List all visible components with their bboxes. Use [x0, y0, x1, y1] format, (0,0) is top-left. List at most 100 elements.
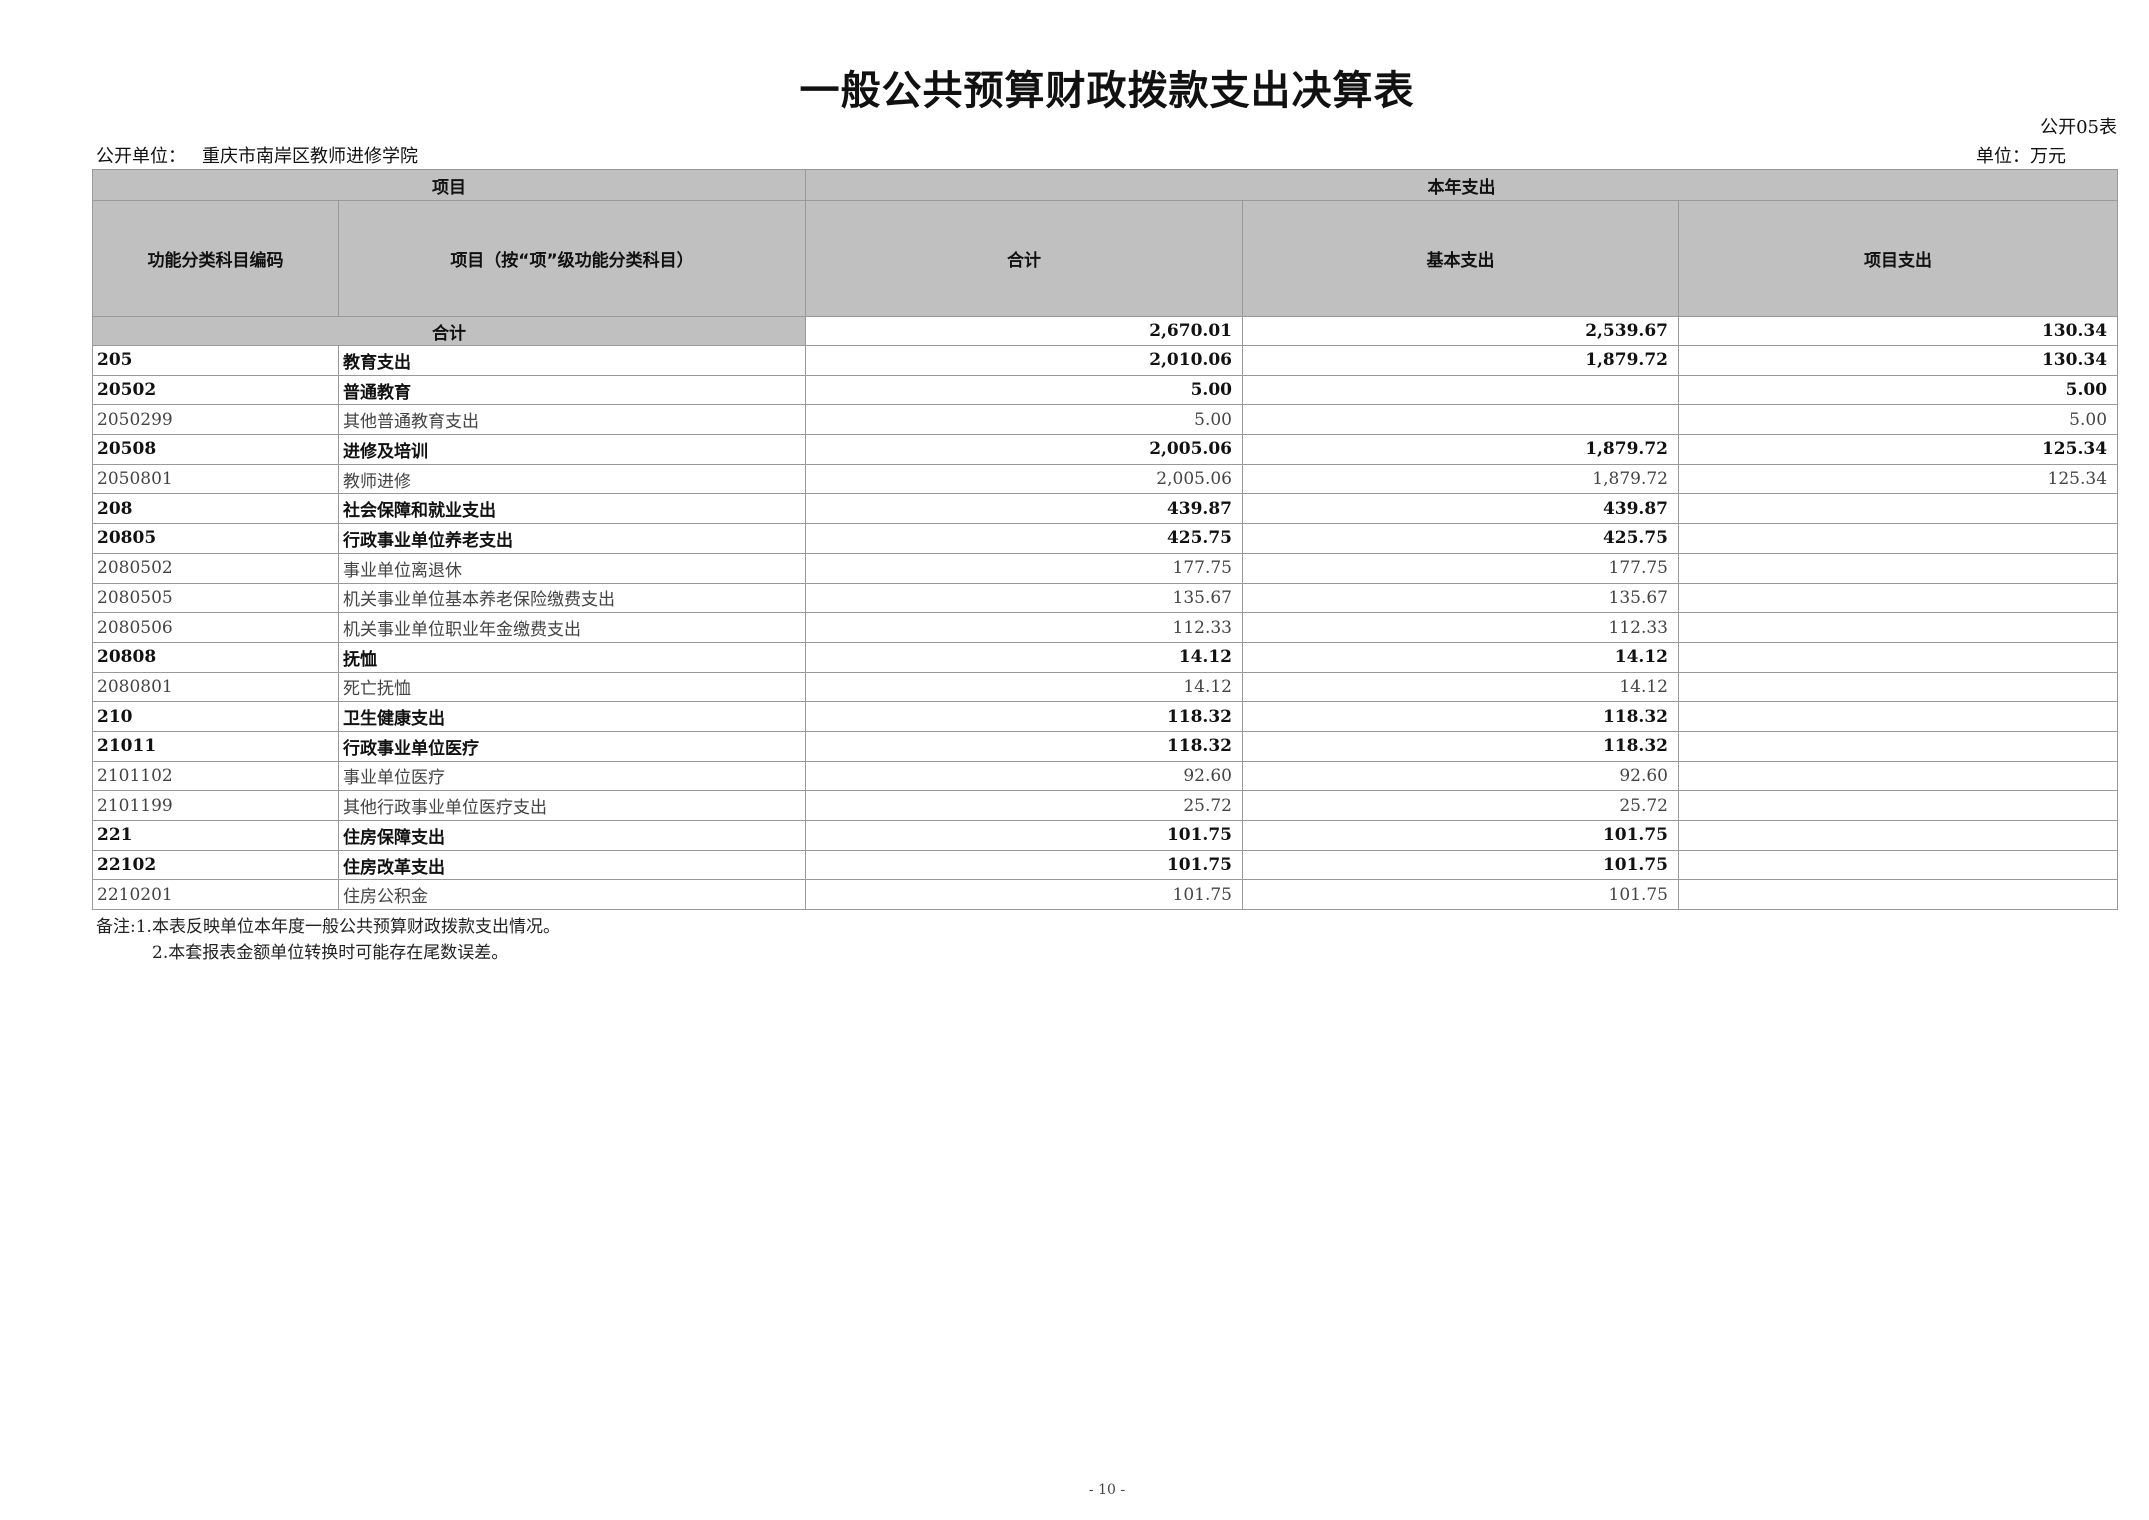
- cell-code: 2050299: [92, 404, 339, 436]
- table-row: 221 住房保障支出 101.75 101.75: [92, 820, 2119, 851]
- table-row: 20508 进修及培训 2,005.06 1,879.72 125.34: [92, 434, 2119, 465]
- cell-name: 普通教育: [338, 374, 806, 406]
- cell-project: [1677, 671, 2119, 703]
- cell-basic: 135.67: [1242, 582, 1679, 614]
- reporting-unit-name: 重庆市南岸区教师进修学院: [202, 146, 418, 167]
- form-number: 公开05表: [2040, 117, 2117, 138]
- cell-name: 住房公积金: [338, 879, 806, 911]
- cell-code: 221: [92, 820, 339, 851]
- notes: 备注:1.本表反映单位本年度一般公共预算财政拨款支出情况。 2.本套报表金额单位…: [96, 914, 560, 966]
- cell-name: 其他普通教育支出: [338, 404, 806, 436]
- cell-name: 社会保障和就业支出: [338, 493, 806, 525]
- cell-name: 卫生健康支出: [338, 701, 806, 732]
- note-2: 2.本套报表金额单位转换时可能存在尾数误差。: [152, 943, 509, 963]
- reporting-unit-label: 公开单位：: [96, 146, 186, 167]
- cell-project: [1677, 879, 2119, 911]
- cell-project: [1677, 523, 2119, 554]
- cell-code: 20508: [92, 434, 339, 465]
- table-row: 205 教育支出 2,010.06 1,879.72 130.34: [92, 345, 2119, 376]
- table-row: 2101199 其他行政事业单位医疗支出 25.72 25.72: [92, 790, 2119, 821]
- cell-code: 2080506: [92, 612, 339, 643]
- reporting-unit: 公开单位： 重庆市南岸区教师进修学院: [96, 142, 434, 168]
- cell-basic: 1,879.72: [1242, 463, 1679, 495]
- table-row: 2210201 住房公积金 101.75 101.75: [92, 879, 2119, 911]
- cell-project: [1677, 582, 2119, 614]
- cell-basic: 1,879.72: [1242, 434, 1679, 465]
- cell-code: 2080505: [92, 582, 339, 614]
- table-row: 21011 行政事业单位医疗 118.32 118.32: [92, 730, 2119, 762]
- cell-basic: 1,879.72: [1242, 345, 1679, 376]
- cell-project: [1677, 641, 2119, 673]
- cell-total: 5.00: [805, 404, 1243, 436]
- cell-project: [1677, 760, 2119, 792]
- cell-basic: 112.33: [1242, 612, 1679, 643]
- cell-total: 101.75: [805, 820, 1243, 851]
- table-row: 208 社会保障和就业支出 439.87 439.87: [92, 493, 2119, 525]
- cell-basic: 25.72: [1242, 790, 1679, 821]
- header-project: 项目支出: [1677, 200, 2119, 317]
- currency-unit: 单位：万元: [1976, 146, 2066, 167]
- cell-code: 2050801: [92, 463, 339, 495]
- cell-code: 21011: [92, 730, 339, 762]
- table-row: 210 卫生健康支出 118.32 118.32: [92, 701, 2119, 732]
- cell-total: 135.67: [805, 582, 1243, 614]
- table-row: 20502 普通教育 5.00 5.00: [92, 374, 2119, 406]
- cell-project: [1677, 790, 2119, 821]
- cell-code: 210: [92, 701, 339, 732]
- cell-code: 22102: [92, 849, 339, 881]
- total-basic: 2,539.67: [1242, 316, 1679, 346]
- table-row: 2050801 教师进修 2,005.06 1,879.72 125.34: [92, 463, 2119, 495]
- table-row: 2080506 机关事业单位职业年金缴费支出 112.33 112.33: [92, 612, 2119, 643]
- cell-total: 112.33: [805, 612, 1243, 643]
- cell-total: 101.75: [805, 849, 1243, 881]
- cell-project: 5.00: [1677, 404, 2119, 436]
- cell-basic: 92.60: [1242, 760, 1679, 792]
- cell-basic: 118.32: [1242, 701, 1679, 732]
- cell-project: [1677, 701, 2119, 732]
- cell-name: 行政事业单位医疗: [338, 730, 806, 762]
- cell-basic: 101.75: [1242, 879, 1679, 911]
- cell-total: 101.75: [805, 879, 1243, 911]
- cell-project: 130.34: [1677, 345, 2119, 376]
- total-row: 合计 2,670.01 2,539.67 130.34: [92, 316, 2119, 346]
- cell-code: 20808: [92, 641, 339, 673]
- cell-total: 118.32: [805, 730, 1243, 762]
- cell-name: 事业单位医疗: [338, 760, 806, 792]
- cell-total: 425.75: [805, 523, 1243, 554]
- table-row: 2080505 机关事业单位基本养老保险缴费支出 135.67 135.67: [92, 582, 2119, 614]
- cell-total: 14.12: [805, 671, 1243, 703]
- cell-name: 机关事业单位基本养老保险缴费支出: [338, 582, 806, 614]
- cell-basic: 425.75: [1242, 523, 1679, 554]
- cell-name: 住房改革支出: [338, 849, 806, 881]
- cell-basic: 14.12: [1242, 641, 1679, 673]
- cell-code: 205: [92, 345, 339, 376]
- expenditure-table: 项目 本年支出 功能分类科目编码 项目（按“项”级功能分类科目） 合计 基本支出…: [92, 169, 2119, 911]
- table-row: 2101102 事业单位医疗 92.60 92.60: [92, 760, 2119, 792]
- cell-basic: 14.12: [1242, 671, 1679, 703]
- cell-code: 208: [92, 493, 339, 525]
- cell-code: 2080801: [92, 671, 339, 703]
- cell-basic: [1242, 374, 1679, 406]
- cell-project: [1677, 820, 2119, 851]
- note-1: 备注:1.本表反映单位本年度一般公共预算财政拨款支出情况。: [96, 917, 560, 937]
- cell-basic: 101.75: [1242, 820, 1679, 851]
- cell-project: 5.00: [1677, 374, 2119, 406]
- cell-project: [1677, 493, 2119, 525]
- header-item: 项目: [92, 169, 806, 201]
- cell-name: 进修及培训: [338, 434, 806, 465]
- header-name: 项目（按“项”级功能分类科目）: [338, 200, 806, 317]
- cell-name: 住房保障支出: [338, 820, 806, 851]
- header-basic: 基本支出: [1242, 200, 1679, 317]
- header-current-year: 本年支出: [804, 169, 2119, 201]
- cell-name: 死亡抚恤: [338, 671, 806, 703]
- page-number: - 10 -: [1088, 1482, 1126, 1498]
- header-total: 合计: [805, 200, 1243, 317]
- cell-project: [1677, 730, 2119, 762]
- total-project: 130.34: [1677, 316, 2119, 346]
- cell-total: 92.60: [805, 760, 1243, 792]
- cell-basic: [1242, 404, 1679, 436]
- cell-code: 2080502: [92, 552, 339, 584]
- table-row: 22102 住房改革支出 101.75 101.75: [92, 849, 2119, 881]
- total-label: 合计: [92, 316, 806, 346]
- cell-total: 2,005.06: [805, 434, 1243, 465]
